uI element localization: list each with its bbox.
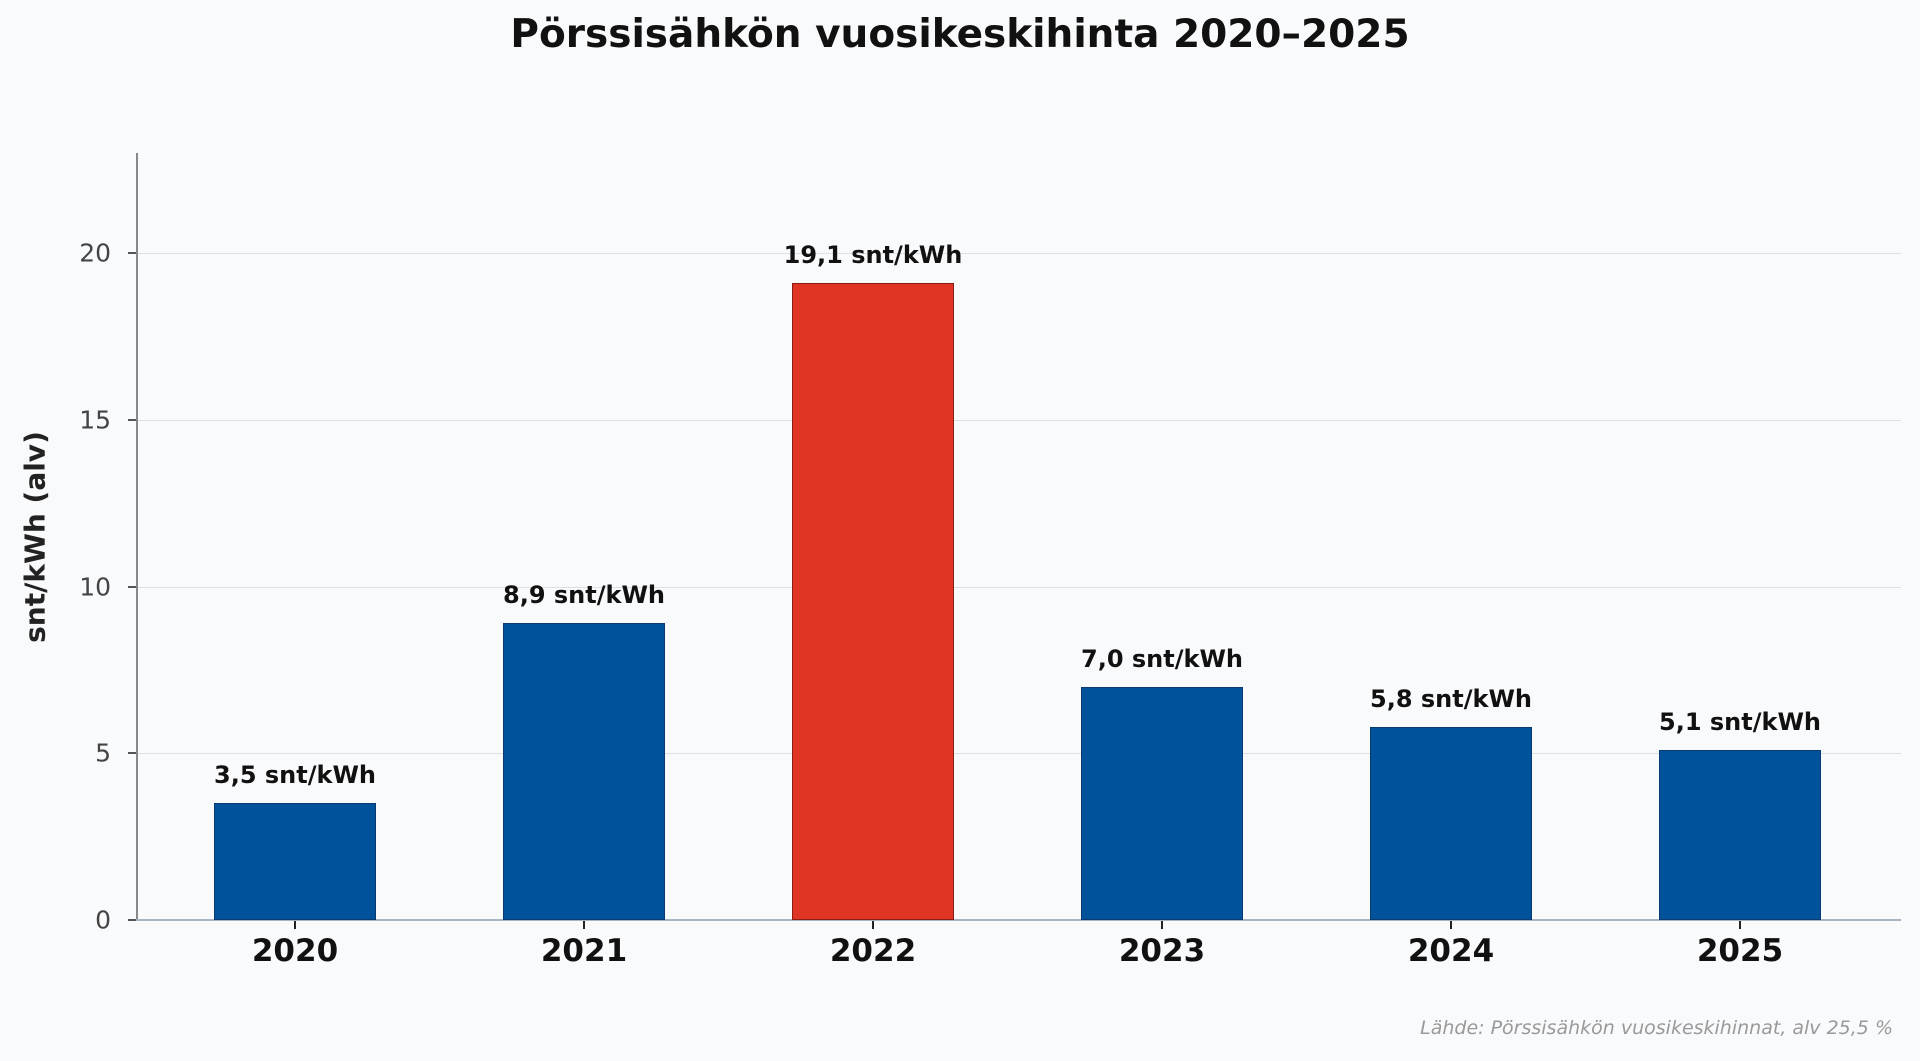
x-tick <box>872 921 874 929</box>
y-tick <box>128 919 136 921</box>
source-note: Lähde: Pörssisähkön vuosikeskihinnat, al… <box>1420 1017 1893 1039</box>
x-tick <box>583 921 585 929</box>
gridline <box>138 419 1901 421</box>
x-tick-label: 2023 <box>1118 933 1206 969</box>
value-label: 8,9 snt/kWh <box>503 581 665 610</box>
bar-2022[interactable] <box>792 283 954 920</box>
bar-2024[interactable] <box>1370 726 1532 920</box>
y-tick <box>128 418 136 421</box>
gridline <box>138 586 1901 588</box>
bar-2025[interactable] <box>1659 749 1821 920</box>
x-tick-label: 2022 <box>829 933 917 969</box>
value-label: 3,5 snt/kWh <box>214 761 376 790</box>
x-tick <box>1450 921 1452 929</box>
bar-2023[interactable] <box>1081 686 1243 920</box>
bar-2021[interactable] <box>503 623 665 920</box>
y-tick-label: 10 <box>79 572 111 602</box>
x-tick-label: 2024 <box>1407 933 1495 969</box>
value-label: 5,8 snt/kWh <box>1370 684 1532 713</box>
y-tick-label: 15 <box>79 405 111 435</box>
chart-title: Pörssisähkön vuosikeskihinta 2020–2025 <box>510 12 1410 57</box>
x-tick <box>1161 921 1163 929</box>
y-tick-label: 20 <box>79 238 111 268</box>
x-axis-line <box>136 919 1901 921</box>
x-tick-label: 2020 <box>251 933 339 969</box>
y-tick <box>128 252 136 255</box>
x-tick-label: 2025 <box>1696 933 1784 969</box>
y-axis-label: snt/kWh (alv) <box>18 431 52 643</box>
y-tick-label: 0 <box>95 905 111 935</box>
y-tick-label: 5 <box>95 738 111 768</box>
y-axis-line <box>136 153 138 920</box>
gridline <box>138 253 1901 255</box>
gridline <box>138 753 1901 755</box>
y-tick <box>128 585 136 588</box>
y-tick <box>128 752 136 755</box>
value-label: 7,0 snt/kWh <box>1081 644 1243 673</box>
value-label: 5,1 snt/kWh <box>1659 707 1821 736</box>
x-tick <box>1739 921 1741 929</box>
value-label: 19,1 snt/kWh <box>783 241 963 270</box>
x-tick <box>294 921 296 929</box>
plot-area: 0 5 10 15 20 3,5 snt/kWh 2020 8,9 snt/kWh 2021 19… <box>79 153 1901 969</box>
bar-2020[interactable] <box>214 803 376 920</box>
x-tick-label: 2021 <box>540 933 628 969</box>
